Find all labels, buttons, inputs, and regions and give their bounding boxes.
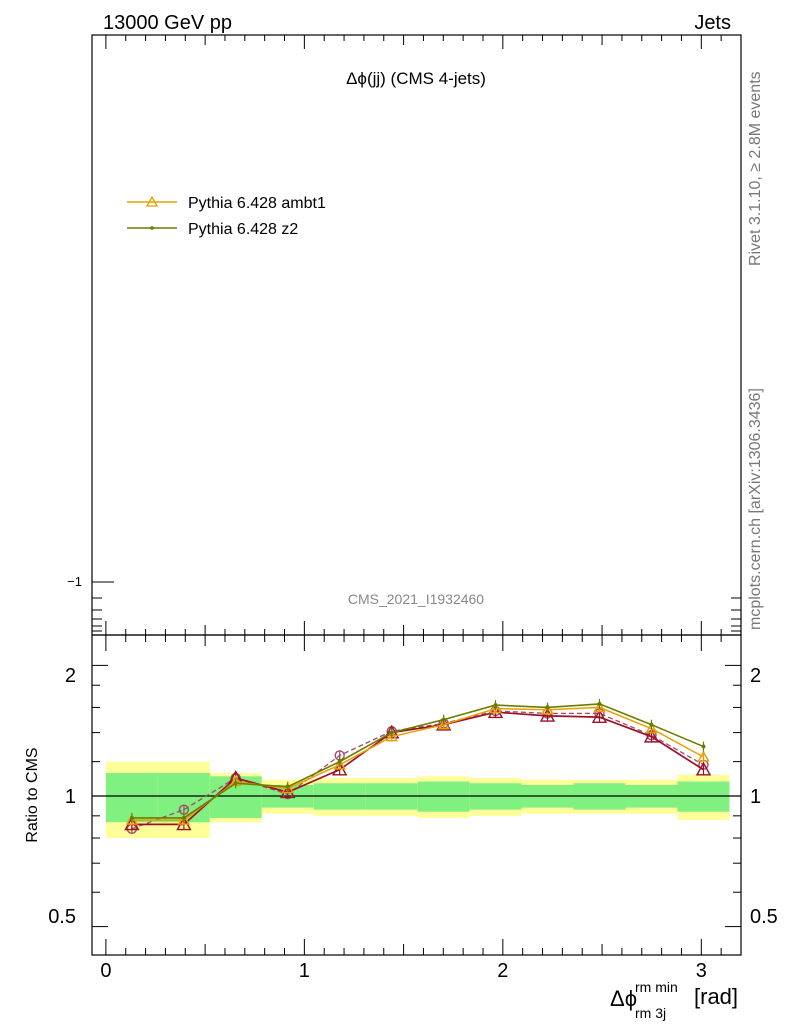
series-line (131, 706, 704, 821)
x-tick-label-1: 1 (299, 960, 310, 982)
x-tick-label-2: 2 (497, 960, 508, 982)
legend-item-ambt1: Pythia 6.428 ambt1 (127, 195, 326, 212)
dot-marker (701, 744, 706, 749)
main-panel: Δϕ(jj) (CMS 4-jets) CMS_2021_I1932460 −1… (67, 34, 742, 636)
series-line (131, 703, 704, 819)
triangle-marker (125, 813, 139, 825)
legend-item-z2: Pythia 6.428 z2 (127, 221, 298, 238)
analysis-reference: CMS_2021_I1932460 (348, 591, 484, 607)
ratio-panel-frame (91, 634, 742, 956)
triangle-marker (695, 761, 712, 776)
y-tick-label-left-2: 2 (65, 665, 76, 687)
dot-marker (181, 815, 186, 820)
triangle-marker (697, 750, 710, 762)
series-layer (124, 698, 712, 835)
x-axis-label-subscript: rm 3j (635, 1005, 666, 1021)
main-panel-ticks (92, 35, 741, 635)
triangle-marker (487, 704, 504, 719)
triangle-marker (333, 758, 346, 770)
dot-marker (597, 701, 602, 706)
dot-marker (129, 815, 134, 820)
triangle-marker (385, 730, 398, 742)
collision-energy-label: 13000 GeV pp (103, 12, 232, 34)
legend-label-ambt1: Pythia 6.428 ambt1 (188, 195, 326, 212)
dot-marker (493, 703, 498, 708)
triangle-marker (591, 709, 608, 723)
ratio-panel: 2 1 0.5 2 1 0.5 Ratio to CMS (24, 634, 778, 956)
triangle-marker (645, 722, 658, 734)
x-axis-label-superscript: rm min (635, 979, 678, 995)
triangle-marker (541, 703, 554, 715)
ratio-panel-ticks (92, 635, 741, 955)
triangle-marker (280, 784, 296, 799)
triangle-marker (281, 782, 294, 794)
plot-title: Δϕ(jj) (CMS 4-jets) (346, 69, 486, 88)
dot-marker (545, 705, 550, 710)
main-y-tick-label: −1 (67, 574, 82, 589)
y-tick-label-right-0.5: 0.5 (750, 906, 778, 928)
dot-marker (389, 730, 394, 735)
legend: Pythia 6.428 ambt1 Pythia 6.428 z2 (127, 195, 326, 238)
triangle-marker (437, 718, 450, 730)
ratio-y-axis-label: Ratio to CMS (24, 747, 41, 842)
x-axis-label: Δϕ rm min rm 3j [rad] (610, 979, 738, 1021)
triangle-marker (539, 707, 556, 722)
triangle-marker (489, 702, 502, 714)
mcplots-label: mcplots.cern.ch [arXiv:1306.3436] (747, 388, 764, 630)
triangle-marker (643, 728, 660, 743)
process-label: Jets (694, 12, 731, 34)
x-axis-label-symbol: Δϕ (610, 986, 637, 1011)
x-tick-label-0: 0 (100, 960, 111, 982)
x-axis-label-unit: [rad] (694, 984, 738, 1009)
dot-marker (441, 717, 446, 722)
triangle-marker (177, 813, 191, 825)
series-line (131, 710, 704, 830)
legend-triangle-marker (145, 195, 159, 207)
series-line (131, 711, 704, 826)
y-tick-label-right-1: 1 (750, 786, 761, 808)
dot-marker (233, 781, 238, 786)
dot-marker (649, 722, 654, 727)
y-tick-label-left-1: 1 (65, 786, 76, 808)
legend-dot-marker (150, 226, 154, 230)
dot-marker (285, 784, 290, 789)
y-tick-label-right-2: 2 (750, 665, 761, 687)
dot-marker (337, 759, 342, 764)
triangle-marker (593, 700, 606, 713)
main-panel-frame (91, 34, 742, 636)
legend-label-z2: Pythia 6.428 z2 (188, 221, 298, 238)
rivet-version-label: Rivet 3.1.10, ≥ 2.8M events (747, 71, 764, 266)
x-tick-label-3: 3 (696, 960, 707, 982)
y-tick-label-left-0.5: 0.5 (48, 906, 76, 928)
